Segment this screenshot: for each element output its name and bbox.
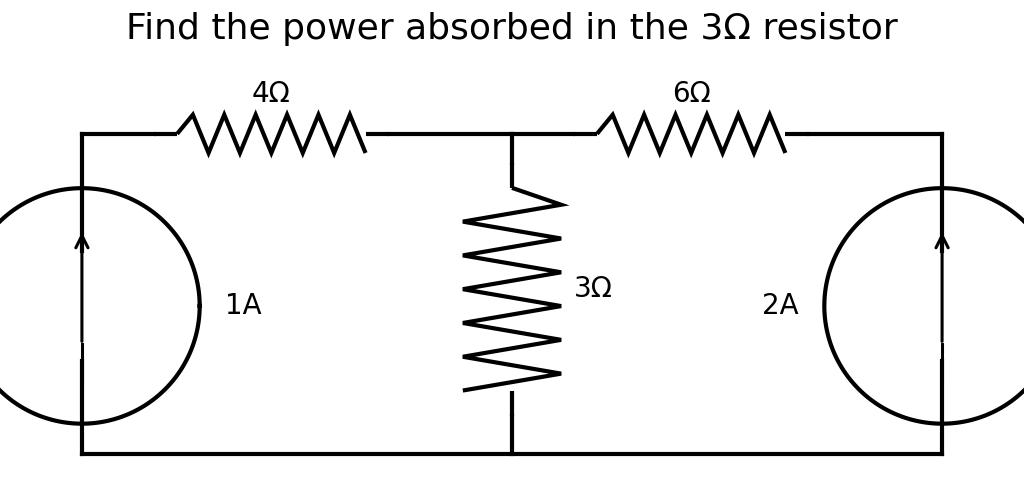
- Text: Find the power absorbed in the 3Ω resistor: Find the power absorbed in the 3Ω resist…: [126, 12, 898, 46]
- Text: 2A: 2A: [762, 292, 799, 320]
- Text: 4Ω: 4Ω: [252, 79, 291, 108]
- Text: 6Ω: 6Ω: [672, 79, 711, 108]
- Text: 1A: 1A: [225, 292, 262, 320]
- Text: 3Ω: 3Ω: [573, 275, 612, 303]
